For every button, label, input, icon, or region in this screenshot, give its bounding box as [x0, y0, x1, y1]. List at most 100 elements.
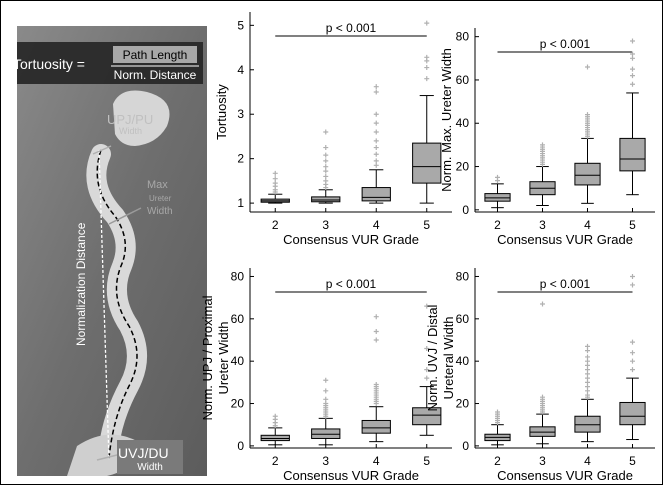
chart3-y-tick-label: 20: [231, 397, 245, 411]
chart2-box: [484, 193, 511, 202]
chart1-outlier: [323, 129, 329, 135]
chart3-x-axis-label: Consensus VUR Grade: [283, 468, 419, 483]
chart1-y-tick-label: 3: [237, 107, 244, 121]
chart3-outlier: [323, 377, 329, 383]
chart4-outlier: [585, 388, 590, 394]
chart2-x-axis-label: Consensus VUR Grade: [497, 232, 633, 247]
chart3-y-tick-label: 0: [237, 439, 244, 453]
chart4-outlier: [630, 367, 635, 373]
chart1-box: [412, 142, 442, 184]
chart4-outlier: [630, 273, 635, 279]
chart4-x-tick-label: 4: [584, 454, 591, 468]
chart3-outlier: [424, 345, 430, 351]
chart2-outlier: [630, 55, 635, 61]
max-sub-label-1: Ureter: [149, 194, 172, 203]
chart4-box: [529, 426, 556, 437]
chart1-x-tick-label: 5: [423, 218, 430, 232]
chart1-x-tick-label: 2: [272, 218, 279, 232]
chart3-box: [361, 419, 391, 434]
chart3-box: [260, 434, 290, 442]
chart1-y-axis-label: Tortuosity: [214, 84, 229, 140]
chart4-outlier: [630, 350, 635, 356]
chart2-outlier: [630, 38, 635, 44]
chart4-outlier: [630, 358, 635, 364]
chart4-outlier: [585, 358, 590, 364]
chart3-outlier: [373, 329, 379, 335]
chart1-outlier: [373, 89, 379, 95]
chart4-y-tick-label: 40: [456, 354, 470, 368]
chart3-outlier: [373, 381, 379, 387]
chart1-outlier: [373, 84, 379, 90]
chart3-outlier: [323, 388, 329, 394]
chart3-box: [311, 428, 341, 439]
chart1-outlier: [373, 158, 379, 164]
chart2-x-tick-label: 4: [584, 218, 591, 232]
chart3-outlier: [323, 396, 329, 402]
chart4-outlier: [540, 301, 545, 307]
chart4-y-tick-label: 20: [456, 397, 470, 411]
chart1-outlier: [323, 158, 329, 164]
formula-numerator-box: [113, 46, 197, 63]
chart2-y-tick-label: 80: [456, 30, 470, 44]
chart4-significance-label: p < 0.001: [540, 277, 591, 291]
chart2-y-axis-label: Norm. Max. Ureter Width: [439, 48, 454, 192]
chart1-outlier: [373, 162, 379, 168]
renal-pelvis-shape: [113, 90, 170, 146]
chart4-box: [574, 415, 601, 433]
uvj-label-box: [117, 440, 183, 474]
chart2-box: [574, 162, 601, 186]
chart4-box: [619, 401, 646, 426]
chart1-y-tick-label: 1: [237, 196, 244, 210]
chart4-outlier: [585, 371, 590, 377]
chart1-box: [311, 196, 341, 203]
upj-label: UPJ/PU: [107, 112, 153, 127]
max-label: Max: [147, 179, 168, 191]
chart2-y-tick-label: 20: [456, 160, 470, 174]
chart1-y-tick-label: 5: [237, 18, 244, 32]
chart1-outlier: [272, 180, 278, 186]
chart3-outlier: [424, 375, 430, 381]
chart2-y-tick-label: 0: [462, 203, 469, 217]
chart2-y-tick-label: 60: [456, 73, 470, 87]
normalization-label: Normalization Distance: [74, 222, 88, 346]
chart4-outlier: [495, 409, 500, 415]
chart2-outlier: [495, 174, 500, 180]
chart1-outlier: [373, 111, 379, 117]
chart1-x-tick-label: 3: [322, 218, 329, 232]
chart2-y-tick-label: 40: [456, 116, 470, 130]
chart4-outlier: [630, 339, 635, 345]
chart3-significance-label: p < 0.001: [326, 277, 377, 291]
max-width-marker: [108, 207, 142, 225]
chart2-outlier: [630, 51, 635, 57]
chart4-outlier: [585, 348, 590, 354]
chart3-x-tick-label: 2: [272, 454, 279, 468]
formula-denominator: Norm. Distance: [114, 68, 197, 82]
chart4-outlier: [585, 392, 590, 398]
chart1-outlier: [323, 152, 329, 158]
path-length-line: [96, 149, 138, 459]
chart4-y-tick-label: 0: [462, 439, 469, 453]
chart4-outlier: [585, 343, 590, 349]
chart2-x-tick-label: 3: [539, 218, 546, 232]
chart2-significance-label: p < 0.001: [540, 37, 591, 51]
chart4-outlier: [585, 362, 590, 368]
uvj-label: UVJ/DU: [118, 445, 169, 461]
chart1-outlier: [323, 173, 329, 179]
chart3-y-tick-label: 60: [231, 312, 245, 326]
chart3-box: [412, 407, 442, 426]
chart1-x-axis-label: Consensus VUR Grade: [283, 232, 419, 247]
chart2-outlier: [630, 66, 635, 72]
chart4-y-tick-label: 60: [456, 312, 470, 326]
chart4-outlier: [585, 375, 590, 381]
chart4-x-tick-label: 2: [494, 454, 501, 468]
chart4-y-tick-label: 80: [456, 269, 470, 283]
normalization-distance-line: [98, 149, 110, 461]
chart3-outlier: [424, 367, 430, 373]
chart1-outlier: [373, 138, 379, 144]
chart3-outlier: [323, 401, 329, 407]
chart2-outlier: [630, 81, 635, 87]
chart1-outlier: [373, 151, 379, 157]
chart1-box: [361, 187, 391, 202]
chart3-outlier: [373, 337, 379, 343]
